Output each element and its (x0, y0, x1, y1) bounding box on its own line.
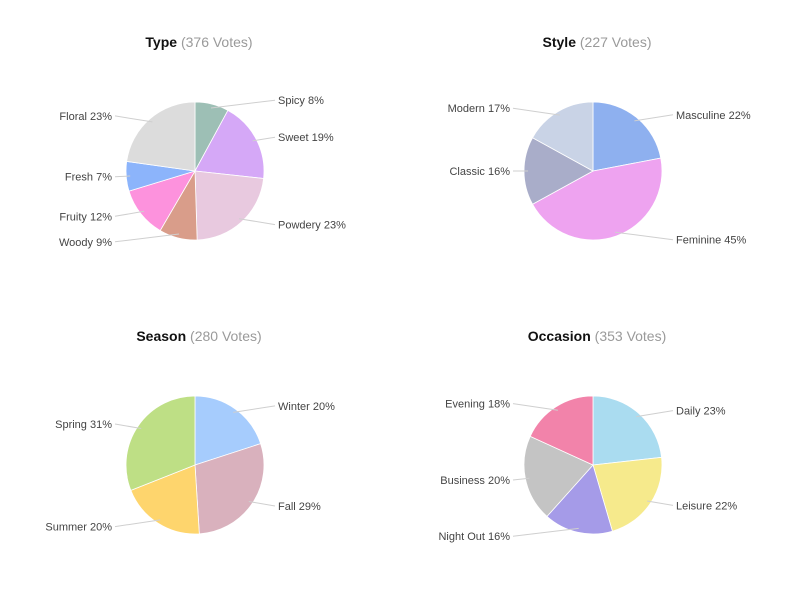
leader-line-leisure (647, 500, 674, 506)
pie-slice-modern (531, 101, 594, 172)
leader-line-fresh (114, 175, 131, 178)
leader-line-woody (114, 233, 180, 243)
chart-title-style: Style (227 Votes) (398, 34, 796, 50)
leader-line-powdery (239, 218, 276, 226)
pie-chart-style: Masculine 22% Feminine 45% Classic 16% Mode… (448, 101, 751, 247)
leader-line-fall (248, 501, 276, 507)
leader-line-daily (636, 410, 674, 418)
chart-title: Style (542, 34, 576, 50)
chart-panel-season: Season (280 Votes) Winter 20% Fall 29% Sum… (0, 294, 398, 594)
data-label-leisure: Leisure 22% (676, 500, 737, 512)
data-label-sweet: Sweet 19% (278, 132, 334, 144)
data-label-powdery: Powdery 23% (278, 220, 346, 232)
leader-line-business (512, 477, 530, 481)
data-label-winter: Winter 20% (278, 401, 335, 413)
data-label-daily: Daily 23% (676, 406, 726, 418)
pie-slice-masculine (592, 101, 662, 172)
chart-title: Season (136, 328, 187, 344)
chart-vote-count: (227 Votes) (579, 34, 652, 50)
data-label-feminine: Feminine 45% (676, 235, 747, 247)
chart-title-occasion: Occasion (353 Votes) (398, 328, 796, 344)
pie-slice-feminine (531, 157, 663, 241)
data-label-fruity: Fruity 12% (59, 211, 112, 223)
leader-line-modern (512, 107, 560, 116)
pie-slice-summer (130, 464, 200, 535)
chart-vote-count: (280 Votes) (190, 328, 262, 344)
leader-line-sweet (252, 136, 276, 142)
leader-line-spring (114, 423, 142, 429)
data-label-fresh: Fresh 7% (65, 172, 112, 184)
leader-line-night-out (512, 527, 579, 537)
leader-line-fruity (114, 210, 145, 217)
pie-slice-powdery (194, 170, 265, 241)
chart-panel-type: Type (376 Votes) Spicy 8% Sweet 19% Powder… (0, 0, 398, 300)
chart-panel-style: Style (227 Votes) Masculine 22% Feminine … (398, 0, 796, 300)
data-label-floral: Floral 23% (59, 111, 112, 123)
pie-slice-winter (194, 395, 262, 466)
leader-line-floral (114, 115, 153, 123)
data-label-summer: Summer 20% (45, 522, 112, 534)
data-label-night-out: Night Out 16% (438, 531, 510, 543)
data-label-woody: Woody 9% (59, 237, 112, 249)
pie-slice-leisure (592, 456, 663, 532)
leader-line-masculine (634, 114, 674, 122)
data-label-business: Business 20% (440, 475, 510, 487)
data-label-masculine: Masculine 22% (676, 110, 751, 122)
leader-line-evening (512, 403, 558, 411)
pie-chart-season: Winter 20% Fall 29% Summer 20% Spring 31% (45, 395, 335, 535)
data-label-classic: Classic 16% (449, 166, 510, 178)
leader-line-winter (233, 405, 276, 413)
data-label-modern: Modern 17% (448, 103, 511, 115)
pie-slice-spring (125, 395, 196, 491)
data-label-fall: Fall 29% (278, 501, 321, 513)
chart-vote-count: (376 Votes) (180, 34, 253, 50)
leader-line-feminine (614, 231, 674, 241)
pie-slice-evening (529, 395, 594, 466)
pie-slice-fall (194, 443, 265, 535)
pie-slice-night-out (546, 464, 613, 535)
data-label-spicy: Spicy 8% (278, 95, 324, 107)
chart-title: Type (145, 34, 178, 50)
pie-slice-daily (592, 395, 663, 466)
pie-slice-sweet (194, 109, 265, 179)
chart-title: Occasion (527, 328, 591, 344)
chart-panel-occasion: Occasion (353 Votes) Daily 23% Leisure 22… (398, 294, 796, 594)
pie-chart-occasion: Daily 23% Leisure 22% Night Out 16% Busines… (438, 395, 737, 543)
chart-title-season: Season (280 Votes) (0, 328, 398, 344)
pie-slice-floral (126, 101, 196, 172)
pie-chart-type: Spicy 8% Sweet 19% Powdery 23% Woody 9% Frui… (59, 95, 346, 249)
chart-title-type: Type (376 Votes) (0, 34, 398, 50)
data-label-evening: Evening 18% (445, 399, 510, 411)
leader-line-summer (114, 519, 161, 528)
data-label-spring: Spring 31% (55, 419, 112, 431)
chart-vote-count: (353 Votes) (594, 328, 667, 344)
leader-line-spicy (210, 99, 276, 109)
